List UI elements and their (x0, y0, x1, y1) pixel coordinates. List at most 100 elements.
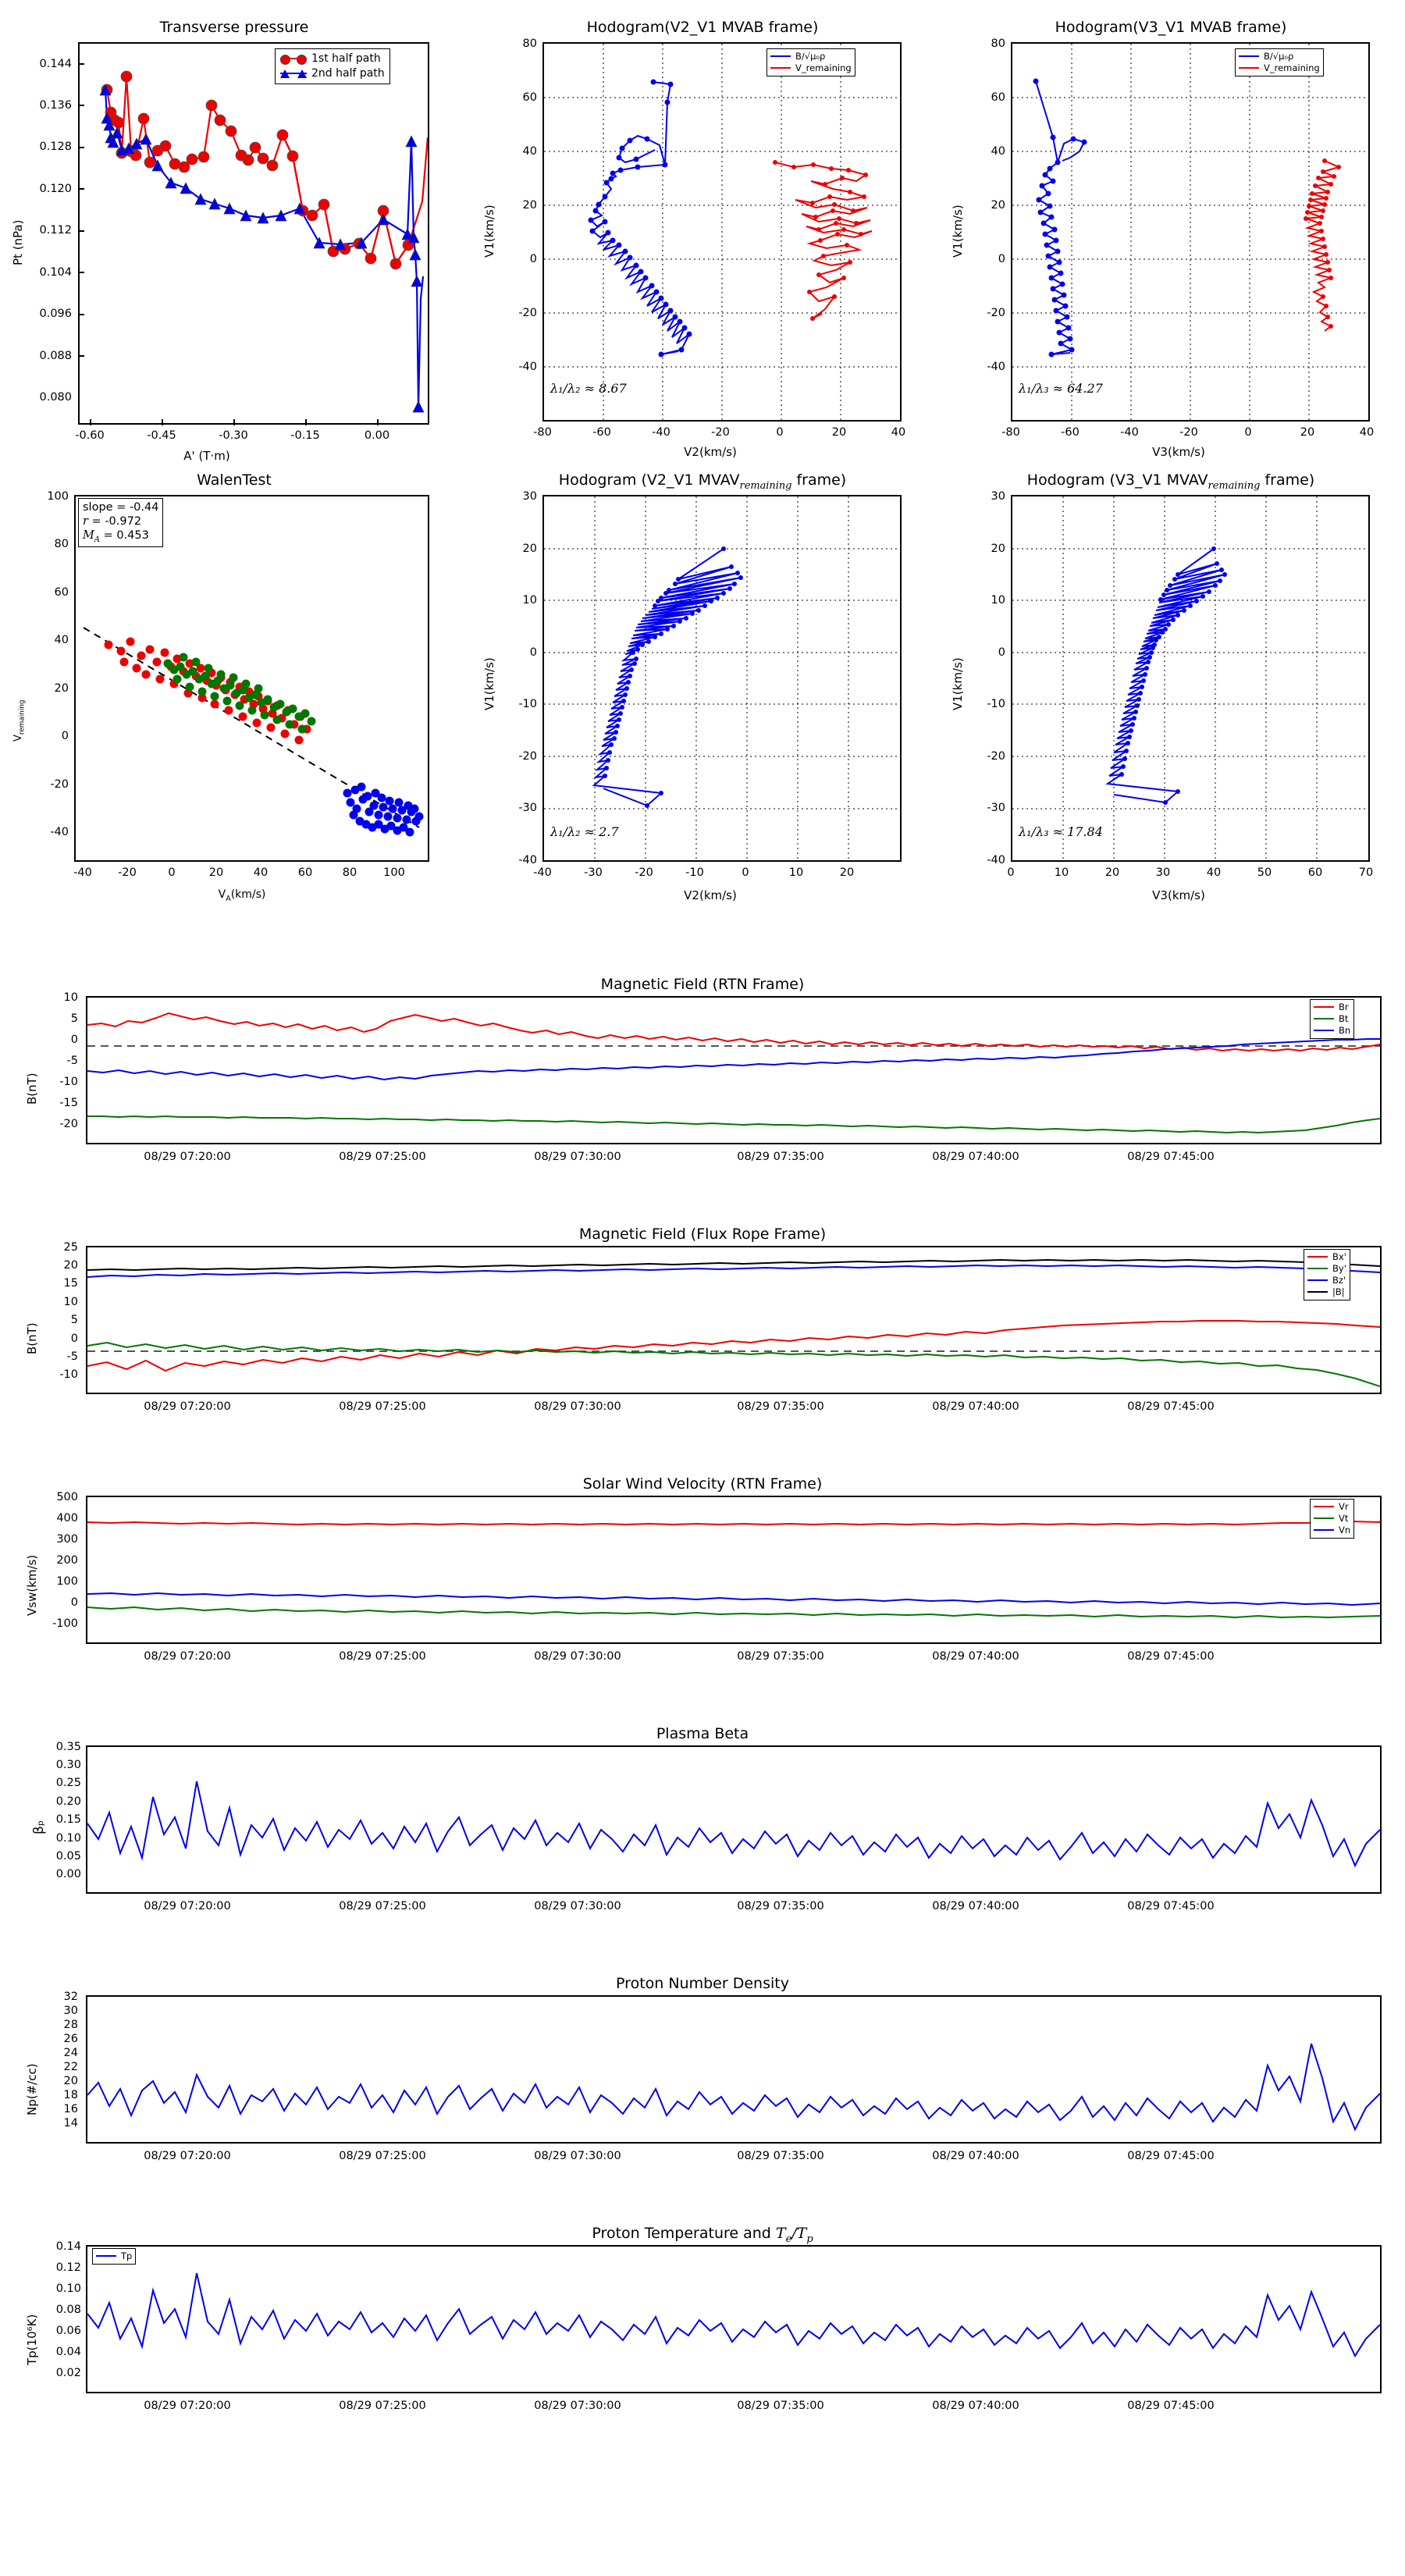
y-tick: 0.128 (39, 141, 72, 153)
x-tick: -0.60 (75, 429, 105, 442)
series-bzp (87, 1264, 1380, 1278)
legend-item: Bn (1314, 1025, 1350, 1037)
plot-area (74, 495, 429, 862)
y-tick: 0.144 (39, 58, 72, 70)
x-tick: 20 (831, 426, 847, 439)
y-tick: 0 (70, 1034, 78, 1046)
plot-area (86, 1745, 1382, 1894)
y-tick: 0 (70, 1596, 78, 1609)
panel-title: Proton Number Density (616, 1975, 789, 1992)
legend-item: Bz' (1307, 1275, 1346, 1286)
y-tick: 0 (529, 253, 537, 265)
x-tick: 10 (788, 866, 804, 879)
legend-label: Vt (1339, 1512, 1349, 1524)
x-tick: 50 (1257, 866, 1272, 879)
x-tick: 80 (342, 866, 357, 879)
y-tick: 0.088 (39, 350, 72, 362)
y-tick: 20 (522, 543, 537, 555)
x-tick: -40 (73, 866, 92, 879)
legend-solar-wind-velocity: Vr Vt Vn (1310, 1499, 1355, 1539)
grid-lines (1012, 44, 1368, 420)
legend-swatch-bmag-icon (1307, 1288, 1328, 1296)
x-tick: -60 (1061, 426, 1080, 439)
walen-stats-box: slope = -0.44 r = -0.972 MA = 0.453 (78, 498, 164, 548)
legend-item: Bt (1314, 1013, 1350, 1025)
legend-item: By' (1307, 1263, 1346, 1275)
y-tick: 5 (70, 1012, 78, 1025)
panel-plasma-beta: Plasma Beta βₚ 0.35 0.30 0.25 0.20 0.15 … (0, 1725, 1405, 1928)
y-tick: 20 (991, 199, 1005, 212)
panel-solar-wind-velocity-rtn: Solar Wind Velocity (RTN Frame) Vsw(km/s… (0, 1475, 1405, 1678)
y-tick: 18 (63, 2089, 78, 2101)
y-tick: -20 (59, 1118, 78, 1130)
x-tick: 08/29 07:20:00 (144, 1400, 231, 1413)
x-tick: 08/29 07:25:00 (339, 2150, 426, 2162)
x-tick: 0 (1007, 866, 1015, 879)
y-tick: 20 (63, 1259, 78, 1272)
x-tick: -20 (118, 866, 137, 879)
grid-lines (1012, 496, 1368, 860)
y-tick: 0 (998, 253, 1005, 265)
x-tick: 08/29 07:40:00 (932, 2400, 1019, 2412)
legend-label: 1st half path (311, 52, 381, 65)
panel-title: Hodogram (V3_V1 MVAVremaining frame) (1026, 471, 1315, 492)
plot-area (542, 495, 902, 862)
x-tick: 100 (383, 866, 405, 879)
y-tick: 0.14 (55, 2240, 81, 2253)
y-tick: 0.096 (39, 308, 72, 320)
x-tick: -0.45 (147, 429, 176, 442)
x-tick: 08/29 07:35:00 (737, 1400, 824, 1413)
legend-swatch-byp-icon (1307, 1265, 1328, 1272)
x-tick: -40 (1120, 426, 1139, 439)
x-tick: 08/29 07:40:00 (932, 1650, 1019, 1663)
legend-swatch-blue-icon (1239, 52, 1259, 60)
x-tick: 40 (1359, 426, 1375, 439)
legend-item: Vt (1314, 1513, 1350, 1525)
plot-area (86, 1246, 1382, 1394)
x-axis-label: VA(km/s) (218, 888, 266, 903)
legend-swatch-bzp-icon (1307, 1276, 1328, 1284)
y-tick: -40 (518, 361, 537, 373)
eigenvalue-ratio-annotation: λ₁/λ₃ ≈ 64.27 (1019, 381, 1103, 396)
y-tick: 28 (63, 2019, 78, 2031)
hodogram-series (1012, 496, 1368, 860)
legend-label: Vr (1339, 1501, 1349, 1512)
blue-markers (1033, 78, 1087, 358)
y-tick: -5 (66, 1055, 78, 1067)
legend-swatch-blue-icon (770, 52, 791, 60)
y-tick: 80 (522, 37, 537, 50)
panel-title: Magnetic Field (Flux Rope Frame) (578, 1226, 827, 1243)
y-axis-label: V1(km/s) (482, 205, 496, 258)
legend-swatch-red-icon (770, 64, 791, 72)
y-tick: 20 (54, 682, 69, 695)
legend-swatch-red-icon (1239, 64, 1259, 72)
x-tick: 08/29 07:25:00 (339, 1400, 426, 1413)
y-tick: 0.35 (55, 1741, 81, 1753)
red-markers (773, 160, 868, 321)
x-tick: 08/29 07:40:00 (932, 2150, 1019, 2162)
hodogram-series (544, 44, 900, 420)
x-tick: 08/29 07:45:00 (1127, 1900, 1215, 1912)
y-tick: 40 (991, 145, 1005, 158)
x-tick: 20 (1300, 426, 1315, 439)
x-tick: 08/29 07:20:00 (144, 2400, 231, 2412)
y-axis-label: V1(km/s) (951, 657, 965, 710)
y-tick: 0.10 (55, 2282, 81, 2295)
x-tick: -0.30 (219, 429, 248, 442)
y-tick: 5 (70, 1314, 78, 1326)
legend-item: Vr (1314, 1501, 1350, 1513)
y-tick: 200 (56, 1554, 78, 1567)
x-tick: 08/29 07:35:00 (737, 1650, 824, 1663)
tick-mark (90, 419, 91, 425)
x-tick: 0 (168, 866, 176, 879)
legend-label: V_remaining (795, 62, 852, 73)
x-tick: 08/29 07:25:00 (339, 1650, 426, 1663)
x-tick: 60 (297, 866, 313, 879)
legend-swatch-bt-icon (1314, 1015, 1334, 1023)
plot-area (86, 1995, 1382, 2144)
tick-mark (377, 419, 379, 425)
series-byp (87, 1341, 1380, 1387)
y-tick: 0.25 (55, 1777, 81, 1789)
series-bxp (87, 1320, 1380, 1372)
panel-transverse-pressure: Transverse pressure Pt (nPa) A' (T·m) (0, 8, 468, 463)
